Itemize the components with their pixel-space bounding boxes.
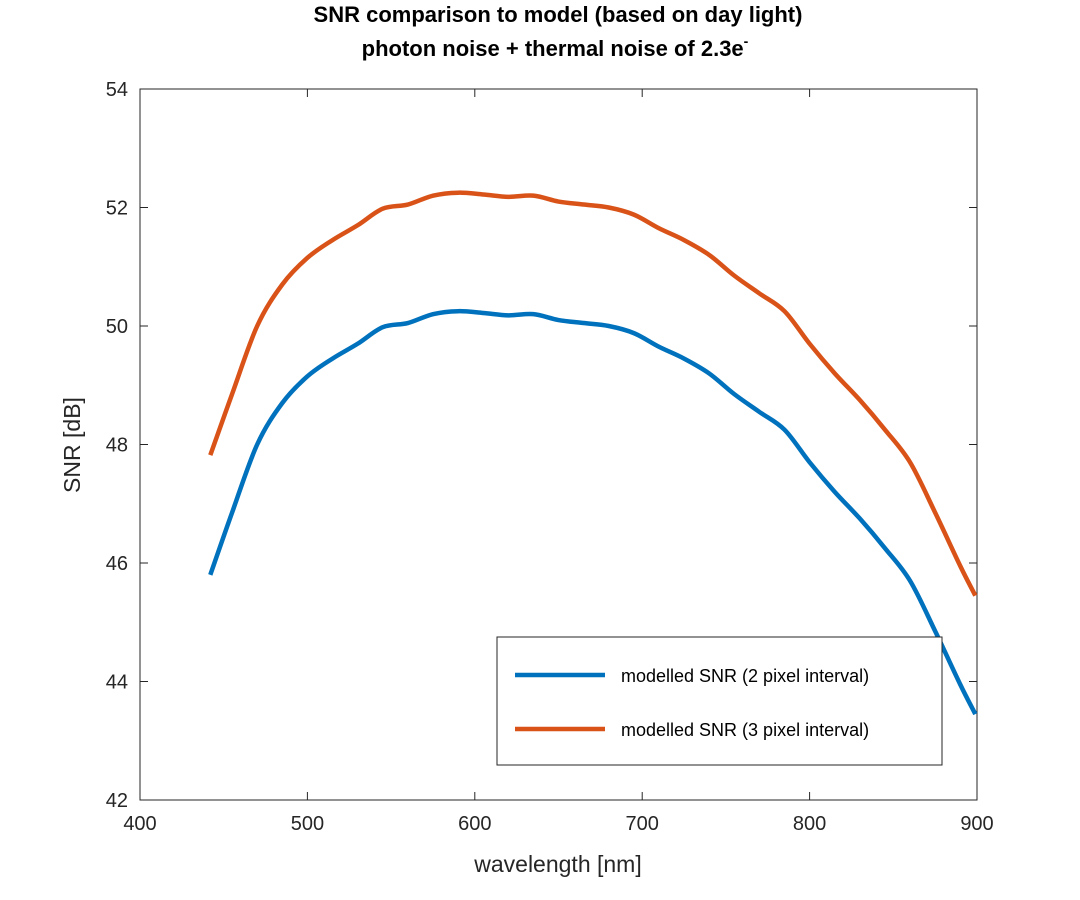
chart-title-line-1: SNR comparison to model (based on day li… (314, 2, 803, 27)
series-line-3px-interval (208, 190, 978, 597)
legend-box (496, 636, 943, 766)
y-tick-label: 54 (106, 79, 128, 101)
legend: modelled SNR (2 pixel interval) modelled… (496, 636, 943, 766)
y-axis-label: SNR [dB] (59, 397, 85, 493)
x-tick-label: 900 (960, 813, 993, 835)
y-tick-label: 50 (106, 316, 128, 338)
y-tick-label: 52 (106, 198, 128, 220)
x-tick-label: 400 (123, 813, 156, 835)
x-tick-label: 500 (291, 813, 324, 835)
y-tick-label: 44 (106, 672, 128, 694)
legend-entry-2px: modelled SNR (2 pixel interval) (621, 666, 869, 686)
chart-title-line-2: photon noise + thermal noise of 2.3e- (362, 33, 749, 61)
series-layer (208, 190, 978, 716)
x-tick-label: 800 (793, 813, 826, 835)
chart-title-superscript: - (744, 33, 749, 49)
ticks-layer: 400 500 600 700 800 900 42 44 46 48 50 52 54 (106, 79, 994, 835)
series-line-2px-interval (208, 308, 978, 716)
x-axis-label: wavelength [nm] (473, 851, 641, 877)
legend-entry-3px: modelled SNR (3 pixel interval) (621, 720, 869, 740)
y-tick-label: 42 (106, 790, 128, 812)
x-tick-label: 600 (458, 813, 491, 835)
x-tick-label: 700 (626, 813, 659, 835)
y-tick-label: 46 (106, 553, 128, 575)
y-tick-label: 48 (106, 435, 128, 457)
chart-title-line-2-text: photon noise + thermal noise of 2.3e (362, 36, 744, 61)
